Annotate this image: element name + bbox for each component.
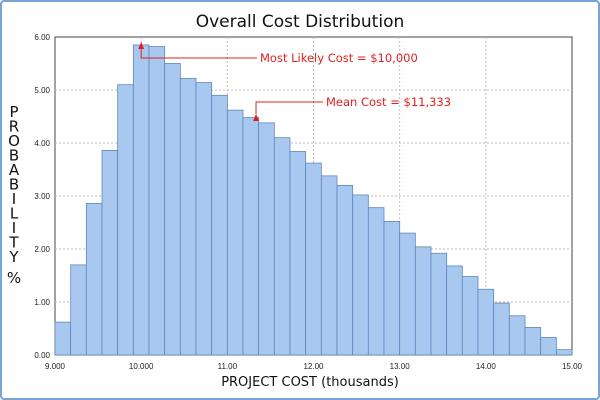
y-tick-label: 2.00 bbox=[34, 245, 50, 254]
histogram-bar bbox=[477, 288, 495, 356]
histogram-bar bbox=[70, 264, 87, 356]
annotations: Most Likely Cost = $10,000 Mean Cost = $1… bbox=[138, 42, 451, 121]
x-tick-label: 12.00 bbox=[303, 362, 324, 371]
x-tick-label: 14.00 bbox=[476, 362, 497, 371]
y-axis-label-letter: A bbox=[9, 161, 20, 179]
histogram-bar bbox=[305, 162, 322, 356]
x-axis-label: PROJECT COST (thousands) bbox=[221, 375, 399, 390]
histogram-bar bbox=[54, 321, 72, 356]
y-tick-label: 1.00 bbox=[34, 298, 50, 307]
x-tick-label: 15.00 bbox=[562, 362, 583, 371]
annotation-arrowhead bbox=[253, 114, 260, 121]
histogram-bar bbox=[446, 265, 463, 356]
x-axis-ticks: 9.000 10.000 11.00 12.00 13.00 14.00 15.00 bbox=[45, 362, 583, 371]
y-tick-label: 3.00 bbox=[34, 192, 50, 201]
histogram-bar bbox=[132, 44, 150, 356]
histogram-bar bbox=[524, 327, 542, 356]
y-axis-unit: % bbox=[7, 269, 21, 287]
y-tick-label: 0.00 bbox=[34, 351, 50, 360]
y-axis-label-letter: I bbox=[12, 219, 16, 237]
histogram-bar bbox=[555, 349, 573, 356]
y-tick-label: 6.00 bbox=[34, 33, 50, 42]
histogram-bar bbox=[289, 151, 307, 356]
histogram-bar bbox=[461, 276, 479, 356]
x-tick-label: 10.000 bbox=[129, 362, 154, 371]
histogram-bar bbox=[508, 315, 526, 356]
histogram-bar bbox=[148, 46, 166, 356]
y-axis-label-letter: B bbox=[9, 147, 19, 165]
y-axis-label-letter: T bbox=[8, 234, 19, 252]
y-axis-label-letter: B bbox=[9, 176, 19, 194]
y-axis-label-letter: R bbox=[9, 118, 19, 136]
y-axis-ticks: 0.00 1.00 2.00 3.00 4.00 5.00 6.00 bbox=[34, 33, 50, 360]
y-axis-label-letter: L bbox=[10, 205, 19, 223]
histogram-bar bbox=[226, 109, 244, 356]
histogram-bar bbox=[273, 137, 291, 356]
histogram-bar bbox=[117, 84, 134, 356]
annotation-arrowhead bbox=[138, 42, 145, 49]
histogram-bar bbox=[383, 221, 401, 356]
y-tick-label: 4.00 bbox=[34, 139, 50, 148]
most-likely-cost-annotation: Most Likely Cost = $10,000 bbox=[260, 51, 418, 65]
histogram-bar bbox=[242, 117, 260, 356]
histogram-bar bbox=[179, 77, 197, 356]
histogram-bar bbox=[367, 207, 385, 356]
chart-title: Overall Cost Distribution bbox=[196, 12, 405, 32]
histogram-bar bbox=[258, 122, 275, 356]
mean-cost-annotation: Mean Cost = $11,333 bbox=[326, 95, 451, 109]
histogram-bar bbox=[320, 175, 338, 356]
y-axis-label-letter: Y bbox=[8, 248, 19, 266]
y-axis-label-letter: I bbox=[12, 190, 16, 208]
histogram-bar bbox=[211, 94, 228, 356]
y-tick-label: 5.00 bbox=[34, 86, 50, 95]
histogram-bar bbox=[85, 203, 103, 356]
histogram-bars bbox=[54, 44, 573, 356]
histogram-bar bbox=[414, 246, 432, 356]
x-tick-label: 13.00 bbox=[390, 362, 411, 371]
y-axis-label-letter: P bbox=[9, 103, 18, 121]
histogram-bar bbox=[493, 302, 510, 356]
histogram-bar bbox=[430, 252, 448, 356]
annotation-leader-line bbox=[255, 101, 323, 114]
histogram-bar bbox=[352, 194, 369, 356]
x-tick-label: 11.00 bbox=[218, 362, 238, 371]
histogram-bar bbox=[101, 150, 119, 356]
histogram-bar bbox=[164, 63, 181, 356]
histogram-bar bbox=[399, 232, 416, 356]
x-tick-label: 9.000 bbox=[45, 362, 66, 371]
histogram-bar bbox=[195, 82, 213, 356]
histogram-bar bbox=[540, 337, 557, 356]
y-axis-label-letter: O bbox=[8, 132, 20, 150]
histogram-bar bbox=[336, 184, 354, 356]
